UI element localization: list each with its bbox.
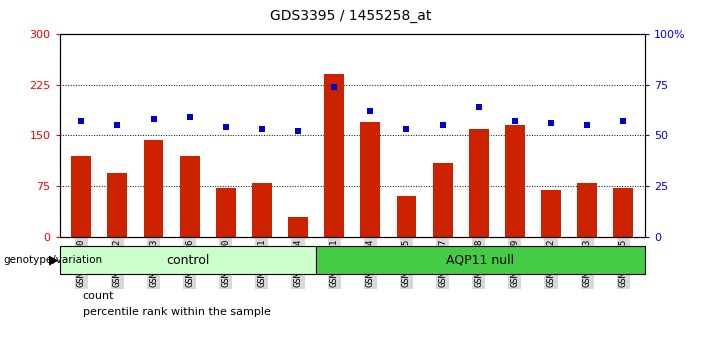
Point xyxy=(437,122,448,128)
Text: count: count xyxy=(83,291,114,301)
Point xyxy=(292,129,304,134)
Text: AQP11 null: AQP11 null xyxy=(447,254,515,267)
Point xyxy=(509,118,520,124)
Bar xyxy=(433,162,453,237)
Bar xyxy=(288,217,308,237)
Point xyxy=(76,118,87,124)
Point xyxy=(618,118,629,124)
Bar xyxy=(60,246,315,274)
Bar xyxy=(577,183,597,237)
Bar xyxy=(613,188,633,237)
Text: GDS3395 / 1455258_at: GDS3395 / 1455258_at xyxy=(270,9,431,23)
Point xyxy=(148,116,159,122)
Point xyxy=(257,126,268,132)
Point xyxy=(473,104,484,110)
Bar xyxy=(541,190,561,237)
Text: control: control xyxy=(166,254,210,267)
Bar xyxy=(252,183,272,237)
Point xyxy=(111,122,123,128)
Bar xyxy=(216,188,236,237)
Bar xyxy=(107,173,128,237)
Bar xyxy=(469,129,489,237)
Bar xyxy=(315,246,645,274)
Point xyxy=(545,120,557,126)
Bar xyxy=(505,125,525,237)
Point xyxy=(365,108,376,114)
Point xyxy=(220,124,231,130)
Point xyxy=(582,122,593,128)
Point xyxy=(329,84,340,89)
Bar xyxy=(325,74,344,237)
Bar xyxy=(397,196,416,237)
Text: ▶: ▶ xyxy=(48,254,58,267)
Bar xyxy=(144,140,163,237)
Bar xyxy=(360,122,380,237)
Text: percentile rank within the sample: percentile rank within the sample xyxy=(83,307,271,317)
Bar xyxy=(72,156,91,237)
Bar xyxy=(179,156,200,237)
Text: genotype/variation: genotype/variation xyxy=(4,255,102,265)
Point xyxy=(184,114,196,120)
Point xyxy=(401,126,412,132)
